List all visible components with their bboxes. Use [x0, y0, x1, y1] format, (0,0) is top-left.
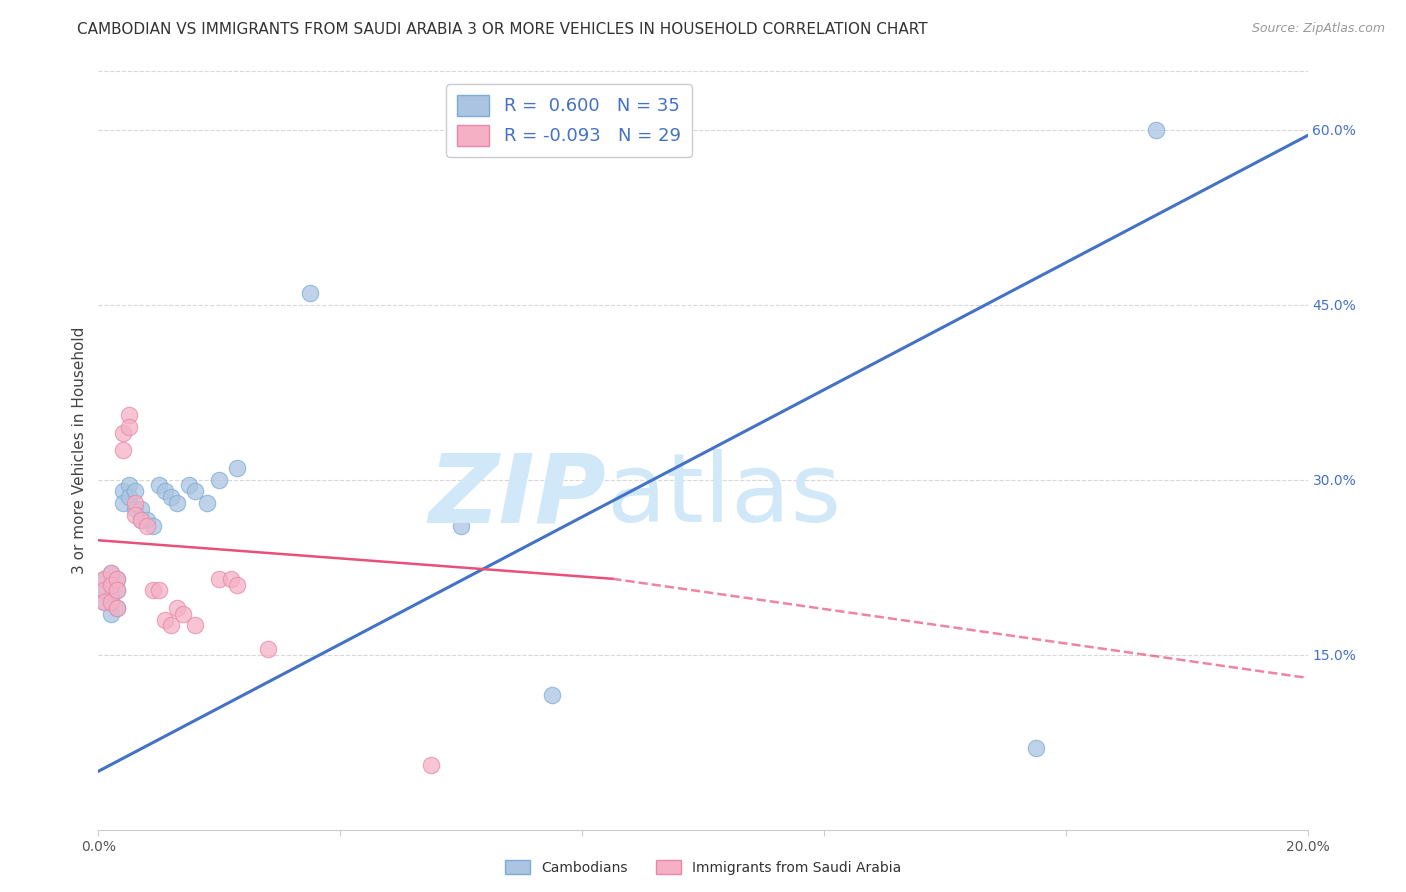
Text: ZIP: ZIP: [429, 450, 606, 542]
Point: [105, 583, 128, 598]
Point: [179, 478, 201, 492]
Point: [420, 758, 443, 772]
Point: [124, 501, 146, 516]
Point: [93, 572, 115, 586]
Point: [1144, 122, 1167, 136]
Point: [93, 572, 115, 586]
Point: [256, 641, 278, 656]
Text: atlas: atlas: [606, 450, 841, 542]
Point: [100, 577, 122, 591]
Point: [93, 583, 115, 598]
Point: [221, 572, 243, 586]
Point: [166, 496, 188, 510]
Point: [118, 490, 141, 504]
Point: [105, 601, 128, 615]
Point: [100, 595, 122, 609]
Point: [172, 607, 194, 621]
Point: [208, 572, 231, 586]
Text: CAMBODIAN VS IMMIGRANTS FROM SAUDI ARABIA 3 OR MORE VEHICLES IN HOUSEHOLD CORREL: CAMBODIAN VS IMMIGRANTS FROM SAUDI ARABI…: [77, 22, 928, 37]
Point: [160, 618, 183, 632]
Point: [540, 689, 562, 703]
Point: [153, 613, 176, 627]
Point: [111, 443, 134, 458]
Point: [100, 566, 122, 580]
Point: [93, 595, 115, 609]
Point: [118, 409, 141, 423]
Point: [142, 583, 165, 598]
Point: [195, 496, 218, 510]
Point: [124, 484, 146, 499]
Legend: Cambodians, Immigrants from Saudi Arabia: Cambodians, Immigrants from Saudi Arabia: [499, 855, 907, 880]
Point: [299, 285, 322, 300]
Point: [226, 461, 249, 475]
Point: [124, 508, 146, 522]
Point: [124, 496, 146, 510]
Point: [129, 501, 152, 516]
Point: [148, 583, 170, 598]
Point: [105, 572, 128, 586]
Point: [1024, 740, 1046, 755]
Point: [118, 420, 141, 434]
Point: [226, 577, 249, 591]
Point: [100, 577, 122, 591]
Point: [129, 513, 152, 527]
Point: [166, 601, 188, 615]
Point: [93, 583, 115, 598]
Text: Source: ZipAtlas.com: Source: ZipAtlas.com: [1251, 22, 1385, 36]
Point: [105, 572, 128, 586]
Point: [118, 478, 141, 492]
Point: [135, 513, 157, 527]
Point: [184, 484, 207, 499]
Point: [100, 595, 122, 609]
Point: [450, 519, 472, 533]
Legend: R =  0.600   N = 35, R = -0.093   N = 29: R = 0.600 N = 35, R = -0.093 N = 29: [446, 84, 692, 157]
Point: [153, 484, 176, 499]
Point: [148, 478, 170, 492]
Y-axis label: 3 or more Vehicles in Household: 3 or more Vehicles in Household: [72, 326, 87, 574]
Point: [100, 566, 122, 580]
Point: [111, 484, 134, 499]
Point: [184, 618, 207, 632]
Point: [93, 595, 115, 609]
Point: [129, 513, 152, 527]
Point: [135, 519, 157, 533]
Point: [111, 496, 134, 510]
Point: [100, 589, 122, 603]
Point: [100, 607, 122, 621]
Point: [105, 583, 128, 598]
Point: [160, 490, 183, 504]
Point: [208, 473, 231, 487]
Point: [105, 601, 128, 615]
Point: [142, 519, 165, 533]
Point: [111, 425, 134, 440]
